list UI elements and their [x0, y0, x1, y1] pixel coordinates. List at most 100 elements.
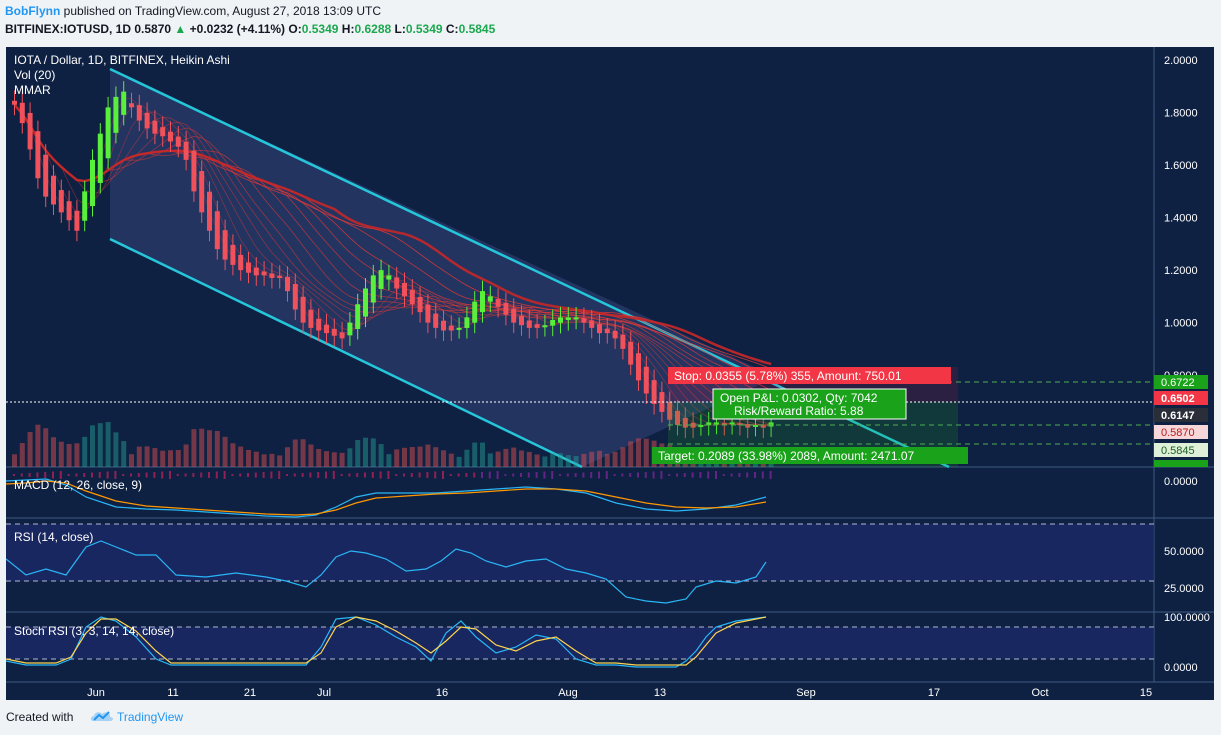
price-axis[interactable]: 2.00001.80001.60001.40001.20001.00000.80… — [1164, 55, 1198, 382]
candle-body[interactable] — [589, 320, 595, 328]
candle-body[interactable] — [253, 267, 259, 276]
candle-body[interactable] — [675, 410, 680, 425]
candle-body[interactable] — [682, 417, 688, 428]
candle-body[interactable] — [581, 318, 587, 323]
stoch-k-line[interactable] — [6, 616, 767, 668]
candle-body[interactable] — [285, 276, 290, 292]
candle-body[interactable] — [721, 423, 727, 426]
chart-frame[interactable]: Stop: 0.0355 (5.78%) 355, Amount: 750.01… — [6, 47, 1214, 700]
candle-body[interactable] — [347, 322, 353, 336]
candle-body[interactable] — [160, 127, 166, 137]
candle-body[interactable] — [620, 334, 626, 349]
candle-body[interactable] — [511, 308, 517, 323]
candle-body[interactable] — [729, 422, 735, 425]
candle-body[interactable] — [394, 277, 400, 289]
candle-body[interactable] — [214, 211, 220, 250]
candle-body[interactable] — [573, 317, 579, 320]
candle-body[interactable] — [753, 425, 758, 427]
candle-body[interactable] — [526, 320, 532, 328]
macd-line[interactable] — [6, 478, 767, 518]
candle-body[interactable] — [760, 425, 766, 428]
candle-body[interactable] — [277, 275, 283, 278]
candle-body[interactable] — [690, 422, 696, 428]
candle-body[interactable] — [261, 271, 267, 276]
candle-body[interactable] — [464, 317, 470, 328]
candle-body[interactable] — [300, 296, 306, 323]
candle-body[interactable] — [43, 154, 49, 197]
candle-body[interactable] — [667, 401, 673, 420]
candle-body[interactable] — [698, 425, 704, 427]
candle-body[interactable] — [355, 304, 361, 329]
candle-body[interactable] — [519, 315, 524, 326]
candle-body[interactable] — [558, 317, 563, 323]
candle-body[interactable] — [191, 150, 197, 192]
candle-body[interactable] — [308, 309, 314, 328]
stoch-rsi-label[interactable]: Stoch RSI (3, 3, 14, 14, close) — [14, 624, 174, 638]
candle-body[interactable] — [386, 275, 392, 280]
candle-body[interactable] — [409, 289, 415, 305]
candle-body[interactable] — [636, 353, 641, 381]
candle-body[interactable] — [90, 159, 95, 207]
candle-body[interactable] — [456, 327, 462, 330]
candle-body[interactable] — [448, 325, 454, 331]
candle-body[interactable] — [745, 424, 751, 428]
candle-body[interactable] — [12, 100, 17, 105]
candle-body[interactable] — [58, 190, 64, 213]
candle-body[interactable] — [441, 320, 446, 331]
candle-body[interactable] — [480, 291, 485, 313]
candle-body[interactable] — [651, 380, 657, 404]
candle-body[interactable] — [425, 304, 431, 323]
candle-body[interactable] — [324, 324, 329, 334]
pnl-label-box[interactable] — [712, 388, 907, 420]
candle-body[interactable] — [175, 136, 181, 147]
candle-body[interactable] — [113, 96, 119, 133]
candle-body[interactable] — [269, 273, 275, 278]
candle-body[interactable] — [199, 171, 205, 213]
time-axis[interactable]: Jun 11 21 Jul 16 Aug 13 Sep 17 Oct 15 — [87, 687, 1152, 699]
candle-body[interactable] — [706, 422, 712, 426]
candle-body[interactable] — [136, 105, 142, 121]
candle-body[interactable] — [604, 328, 610, 334]
channel-lower-line[interactable] — [109, 237, 583, 469]
candle-body[interactable] — [363, 288, 368, 317]
macd-label[interactable]: MACD (12, 26, close, 9) — [14, 478, 142, 492]
candle-body[interactable] — [737, 423, 743, 426]
candle-body[interactable] — [503, 302, 509, 315]
candle-body[interactable] — [433, 313, 439, 328]
candle-body[interactable] — [472, 301, 478, 323]
candle-body[interactable] — [35, 131, 41, 179]
candle-body[interactable] — [768, 422, 774, 427]
candle-body[interactable] — [82, 191, 88, 221]
candle-body[interactable] — [542, 325, 548, 328]
stop-label-box[interactable] — [668, 367, 951, 384]
candle-body[interactable] — [152, 120, 158, 134]
candle-body[interactable] — [378, 270, 384, 289]
author-link[interactable]: BobFlynn — [5, 4, 61, 18]
macd-signal-line[interactable] — [6, 480, 767, 516]
candle-body[interactable] — [331, 328, 337, 336]
tradingview-link[interactable]: TradingView — [117, 710, 184, 724]
candle-body[interactable] — [105, 107, 111, 159]
candle-body[interactable] — [339, 332, 345, 339]
candle-body[interactable] — [316, 318, 322, 331]
candle-body[interactable] — [565, 317, 571, 321]
target-label-box[interactable] — [652, 447, 968, 464]
candle-body[interactable] — [417, 296, 423, 313]
candle-body[interactable] — [144, 112, 150, 129]
candle-body[interactable] — [97, 133, 103, 183]
candle-body[interactable] — [19, 102, 25, 124]
stoch-d-line[interactable] — [6, 616, 767, 666]
candle-body[interactable] — [230, 244, 236, 265]
candle-body[interactable] — [628, 341, 634, 365]
candle-body[interactable] — [207, 191, 212, 231]
candle-body[interactable] — [643, 366, 649, 394]
candle-body[interactable] — [66, 201, 72, 221]
candle-body[interactable] — [183, 141, 189, 160]
rsi-line[interactable] — [6, 540, 767, 604]
candle-body[interactable] — [659, 392, 665, 412]
candle-body[interactable] — [612, 330, 618, 339]
candle-body[interactable] — [534, 324, 540, 328]
mmar-indicator-label[interactable]: MMAR — [14, 83, 51, 97]
candle-body[interactable] — [550, 320, 556, 326]
candle-body[interactable] — [168, 131, 173, 142]
